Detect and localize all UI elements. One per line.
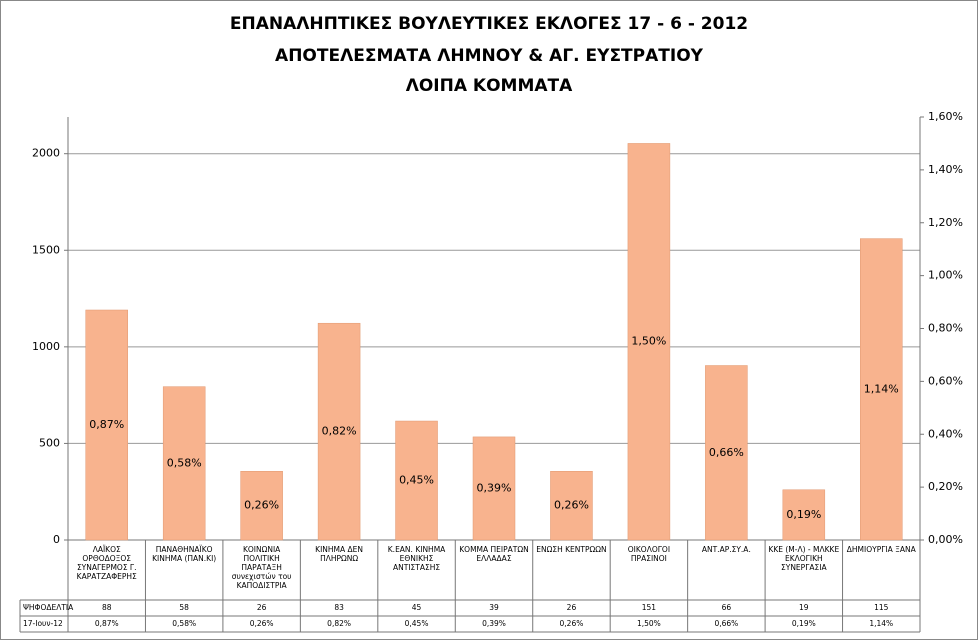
bar bbox=[782, 489, 826, 541]
y2-tick-label: 0,80% bbox=[928, 322, 963, 335]
table-cell: 19 bbox=[799, 603, 809, 612]
value-label: 0,26% bbox=[244, 499, 279, 512]
y2-tick-label: 1,00% bbox=[928, 269, 963, 282]
table-cell: 26 bbox=[256, 603, 267, 612]
bar bbox=[395, 420, 438, 541]
y2-tick-label: 1,40% bbox=[928, 163, 963, 176]
x-tick-label: ΟΙΚΟΛΟΓΟΙ ΠΡΑΣΙΝΟΙ bbox=[627, 545, 671, 563]
y2-tick-label: 0,40% bbox=[928, 427, 963, 440]
y2-tick-label: 1,60% bbox=[928, 110, 963, 123]
y2-tick-label: 0,60% bbox=[928, 374, 963, 387]
y-tick-label: 0 bbox=[53, 533, 60, 546]
table-cell: 1,14% bbox=[869, 619, 894, 628]
x-tick-label: ΔΗΜΙΟΥΡΓΙΑ ΞΑΝΑ bbox=[846, 545, 916, 554]
x-tick-label: ΚΟΜΜΑ ΠΕΙΡΑΤΩΝ ΕΛΛΑΔΑΣ bbox=[459, 545, 529, 563]
chart-title: ΛΟΙΠΑ ΚΟΜΜΑΤΑ bbox=[406, 76, 573, 96]
value-label: 0,19% bbox=[786, 508, 821, 521]
table-cell: 151 bbox=[641, 603, 657, 612]
value-label: 0,39% bbox=[477, 481, 512, 494]
y-tick-label: 1500 bbox=[32, 243, 60, 256]
x-tick-label: ΚΙΝΗΜΑ ΔΕΝ ΠΛΗΡΩΝΩ bbox=[315, 545, 364, 563]
x-tick-label: ΕΝΩΣΗ ΚΕΝΤΡΩΩΝ bbox=[536, 545, 607, 554]
x-tick-label: ΚΚΕ (Μ-Λ) - ΜΛΚΚΕ ΕΚΛΟΓΙΚΗ ΣΥΝΕΡΓΑΣΙΑ bbox=[768, 545, 840, 572]
bar bbox=[317, 322, 361, 541]
value-label: 1,14% bbox=[864, 382, 899, 395]
table-cell: 39 bbox=[489, 603, 499, 612]
value-label: 0,66% bbox=[709, 446, 744, 459]
value-label: 0,87% bbox=[89, 418, 124, 431]
table-cell: 45 bbox=[411, 603, 422, 612]
bar bbox=[85, 309, 128, 541]
table-cell: 0,58% bbox=[172, 619, 197, 628]
bar bbox=[705, 365, 748, 541]
y2-tick-label: 0,00% bbox=[928, 533, 963, 546]
table-row-header: 17-Ιουν-12 bbox=[23, 619, 63, 628]
table-cell: 83 bbox=[334, 603, 344, 612]
chart-title: ΕΠΑΝΑΛΗΠΤΙΚΕΣ ΒΟΥΛΕΥΤΙΚΕΣ ΕΚΛΟΓΕΣ 17 - 6… bbox=[230, 14, 748, 34]
table-row-header: ΨΗΦΟΔΕΛΤΙΑ bbox=[23, 603, 74, 612]
table-cell: 0,45% bbox=[404, 619, 429, 628]
value-label: 0,26% bbox=[554, 499, 589, 512]
chart-title: ΑΠΟΤΕΛΕΣΜΑΤΑ ΛΗΜΝΟΥ & ΑΓ. ΕΥΣΤΡΑΤΙΟΥ bbox=[275, 46, 704, 66]
x-tick-label: ΑΝΤ.ΑΡ.ΣΥ.Α. bbox=[701, 545, 751, 554]
table-cell: 0,87% bbox=[94, 619, 119, 628]
y2-tick-label: 1,20% bbox=[928, 216, 963, 229]
x-tick-label: ΚΟΙΝΩΝΙΑ ΠΟΛΙΤΙΚΗ ΠΑΡΑΤΑΞΗ συνεχιστών το… bbox=[231, 545, 292, 590]
value-label: 0,82% bbox=[322, 425, 357, 438]
y-tick-label: 500 bbox=[39, 436, 60, 449]
table-cell: 58 bbox=[179, 603, 189, 612]
value-label: 0,58% bbox=[167, 456, 202, 469]
value-label: 0,45% bbox=[399, 474, 434, 487]
table-cell: 0,26% bbox=[559, 619, 584, 628]
bar bbox=[162, 386, 206, 541]
table-cell: 0,26% bbox=[249, 619, 274, 628]
bar bbox=[627, 143, 671, 541]
table-cell: 115 bbox=[874, 603, 889, 612]
table-cell: 26 bbox=[566, 603, 577, 612]
table-cell: 88 bbox=[101, 603, 112, 612]
bar bbox=[240, 471, 283, 541]
x-tick-label: Κ.ΕΑΝ. ΚΙΝΗΜΑ ΕΘΝΙΚΗΣ ΑΝΤΙΣΤΑΣΗΣ bbox=[387, 545, 446, 572]
y-tick-label: 2000 bbox=[32, 147, 60, 160]
bar bbox=[860, 238, 903, 541]
table-cell: 0,39% bbox=[482, 619, 506, 628]
y-tick-label: 1000 bbox=[32, 340, 60, 353]
table-cell: 0,19% bbox=[791, 619, 816, 628]
table-cell: 0,66% bbox=[714, 619, 739, 628]
value-label: 1,50% bbox=[631, 335, 666, 348]
y2-tick-label: 0,20% bbox=[928, 480, 963, 493]
x-tick-label: ΠΑΝΑΘΗΝΑΪΚΟ ΚΙΝΗΜΑ (ΠΑΝ.ΚΙ) bbox=[152, 545, 217, 563]
table-cell: 66 bbox=[721, 603, 732, 612]
table-cell: 1,50% bbox=[636, 619, 661, 628]
x-tick-label: ΛΑΪΚΟΣ ΟΡΘΟΔΟΞΟΣ ΣΥΝΑΓΕΡΜΟΣ Γ. ΚΑΡΑΤΖΑΦΕ… bbox=[76, 545, 137, 581]
table-cell: 0,82% bbox=[327, 619, 351, 628]
bar bbox=[472, 436, 516, 541]
bar bbox=[550, 471, 593, 541]
